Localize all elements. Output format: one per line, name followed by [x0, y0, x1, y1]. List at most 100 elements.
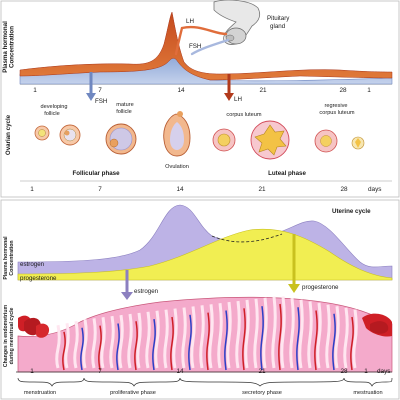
vessel: [332, 313, 336, 371]
bottom-y-axis-label: Plasma hormonal Concentration: [3, 236, 15, 280]
corpus-luteum-small: [212, 128, 236, 152]
gland: [190, 306, 196, 369]
top-panel-frame: [0, 0, 400, 198]
pituitary-label-line1: Pituitary: [267, 15, 290, 22]
gland: [271, 296, 277, 369]
svg-text:1: 1: [30, 186, 34, 193]
gland: [73, 320, 79, 369]
gland: [100, 316, 106, 369]
vessel: [314, 310, 318, 371]
gland: [109, 315, 115, 369]
vessel: [278, 303, 282, 371]
gland: [145, 311, 151, 369]
svg-text:21: 21: [258, 186, 266, 193]
gland: [136, 312, 142, 369]
gland: [253, 298, 259, 369]
uterine-cycle-label: Uterine cycle: [332, 208, 371, 215]
developing-follicle-label-2: follicle: [44, 111, 60, 117]
svg-text:Concentration: Concentration: [9, 26, 16, 68]
phase-brackets: [17, 377, 393, 387]
vessel: [188, 314, 192, 371]
follicular-phase-label: Follicular phase: [72, 170, 120, 177]
developing-follicle-label-1: developing: [40, 104, 67, 110]
svg-text:7: 7: [98, 186, 102, 193]
svg-text:14: 14: [176, 368, 184, 375]
regressive-corpus-luteum-2: [351, 136, 365, 150]
svg-text:1: 1: [367, 87, 371, 94]
gland: [172, 308, 178, 369]
developing-follicle-small: [34, 125, 50, 141]
svg-text:Concentration: Concentration: [9, 240, 15, 275]
mature-follicle-label-1: mature: [116, 102, 133, 108]
gland: [343, 307, 349, 369]
vessel: [224, 310, 228, 371]
gland: [82, 319, 88, 369]
estrogen-legend-label: estrogen: [20, 261, 45, 268]
svg-text:28: 28: [339, 87, 347, 94]
svg-text:Changes in endometrium: Changes in endometrium: [3, 304, 9, 367]
secretory-phase-label: secretory phase: [242, 390, 282, 396]
gland: [127, 313, 133, 369]
svg-text:21: 21: [259, 87, 267, 94]
mature-follicle-label-2: follicle: [116, 109, 132, 115]
svg-text:Plasma hormonal: Plasma hormonal: [3, 236, 9, 280]
svg-text:28: 28: [340, 368, 348, 375]
gland: [55, 324, 61, 369]
gland: [91, 318, 97, 369]
menstruation-end-phase-label: mestruation: [353, 390, 382, 396]
blood-vessels: [62, 303, 354, 371]
ovulation-label: Ovulation: [165, 164, 189, 170]
gland: [199, 305, 205, 369]
pituitary-label-line2: gland: [270, 23, 286, 30]
estrogen-arrow: [121, 270, 133, 300]
gland: [154, 310, 160, 369]
gland: [334, 306, 340, 369]
corpus-luteum-label: corpus luteum: [226, 112, 261, 118]
fsh-arrow-label: FSH: [95, 98, 107, 105]
top-y-axis-label: Plasma hormonal Concentration: [2, 21, 16, 73]
svg-text:1: 1: [364, 368, 368, 375]
svg-text:14: 14: [176, 186, 184, 193]
proliferative-phase-label: proliferative phase: [110, 390, 156, 396]
gland: [280, 296, 286, 369]
menstruation-phase-label: menstruation: [24, 390, 56, 396]
vessel: [242, 308, 246, 371]
lh-label: LH: [186, 18, 194, 25]
bottom-day-ticks: 1 7 14 21 28 1: [30, 368, 368, 375]
gland: [352, 309, 358, 369]
corpus-luteum-large: [250, 120, 290, 160]
lh-curve: [19, 11, 393, 81]
svg-text:Plasma hormonal: Plasma hormonal: [2, 21, 9, 73]
progesterone-curve: [17, 228, 393, 281]
gland: [181, 307, 187, 369]
gland: [217, 303, 223, 369]
vessel: [80, 327, 84, 371]
estrogen-arrow-label: estrogen: [134, 288, 159, 295]
svg-text:7: 7: [98, 87, 102, 94]
vessel: [170, 316, 174, 371]
vessel: [260, 306, 264, 371]
gland: [316, 302, 322, 369]
gland: [64, 322, 70, 369]
gland: [289, 297, 295, 369]
regressive-corpus-luteum-1: [314, 129, 338, 153]
vessel: [350, 316, 354, 371]
progesterone-legend-label: progesterone: [20, 275, 57, 282]
vessel: [116, 323, 120, 371]
endometrial-glands: [55, 296, 358, 369]
gland: [262, 297, 268, 369]
svg-text:during menstrual cycle: during menstrual cycle: [9, 307, 15, 364]
gland: [226, 301, 232, 369]
progesterone-arrow: [288, 234, 300, 293]
gland: [325, 304, 331, 369]
luteal-phase-label: Luteal phase: [268, 170, 306, 177]
vessel: [98, 325, 102, 371]
developing-follicle-medium: [59, 124, 81, 146]
ovarian-cycle-label: Ovarian cycle: [5, 114, 12, 155]
mature-follicle: [105, 123, 137, 155]
gland: [208, 304, 214, 369]
svg-text:14: 14: [177, 87, 185, 94]
svg-text:7: 7: [98, 368, 102, 375]
regressive-label-1: regresive: [324, 103, 347, 109]
